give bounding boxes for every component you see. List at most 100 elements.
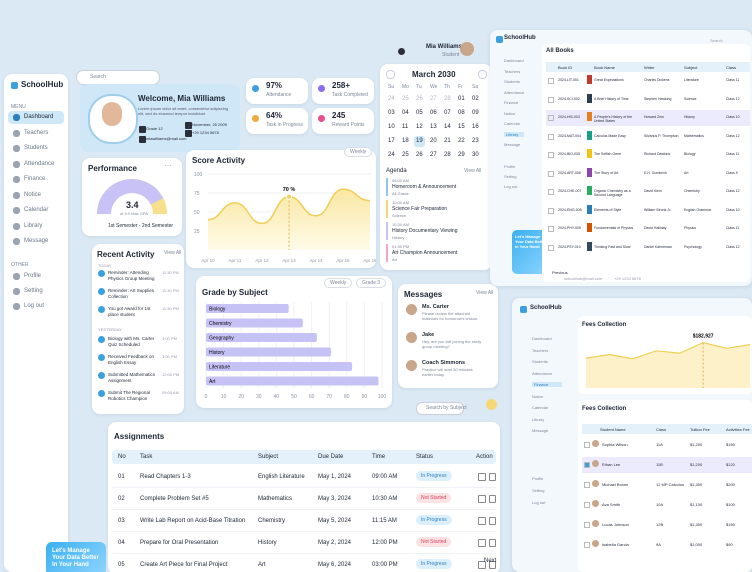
menu-item[interactable]: Calendar: [24, 207, 49, 213]
mini-menu[interactable]: Message: [504, 142, 521, 147]
menu-item[interactable]: Notice: [24, 191, 42, 198]
lib-prev[interactable]: Previous: [552, 270, 568, 275]
checkbox[interactable]: [548, 189, 554, 195]
mini-menu[interactable]: Library: [532, 416, 545, 422]
delete-icon[interactable]: [489, 561, 496, 569]
mini-menu[interactable]: Dashboard: [504, 58, 524, 63]
day[interactable]: 14: [444, 124, 451, 130]
checkbox[interactable]: [584, 482, 590, 488]
day[interactable]: 24: [388, 96, 395, 102]
mini-menu[interactable]: Attendance: [504, 89, 525, 95]
checkbox[interactable]: [548, 170, 554, 177]
recent-link[interactable]: View All: [164, 250, 182, 256]
day[interactable]: 29: [458, 152, 465, 158]
grade-filter[interactable]: Grade 3: [356, 278, 387, 288]
day[interactable]: 10: [388, 124, 395, 130]
day[interactable]: 04: [402, 110, 409, 116]
day[interactable]: 21: [444, 138, 451, 144]
other-item[interactable]: Profile: [24, 273, 42, 279]
prev[interactable]: [386, 70, 395, 79]
mini-other[interactable]: Log out: [532, 500, 546, 505]
day[interactable]: 20: [430, 138, 437, 144]
day[interactable]: 08: [458, 110, 465, 116]
day[interactable]: 27: [430, 96, 437, 102]
checkbox[interactable]: [548, 78, 554, 84]
day[interactable]: 17: [388, 138, 395, 144]
day[interactable]: 24: [388, 152, 395, 158]
day[interactable]: 25: [402, 152, 409, 158]
grade-filter[interactable]: Weekly: [324, 278, 353, 288]
menu-item[interactable]: Finance: [24, 176, 46, 182]
menu-item[interactable]: Library: [24, 222, 43, 229]
day[interactable]: 28: [444, 96, 451, 102]
checkbox[interactable]: [584, 542, 590, 548]
mini-other[interactable]: Profile: [532, 476, 544, 481]
filter-btn[interactable]: [486, 399, 497, 410]
checkbox[interactable]: [548, 96, 554, 103]
day[interactable]: 02: [472, 96, 479, 102]
day[interactable]: 12: [416, 124, 423, 130]
checkbox[interactable]: [584, 442, 590, 448]
day[interactable]: 25: [402, 96, 409, 102]
next-button[interactable]: Next: [484, 558, 497, 564]
checkbox[interactable]: [584, 502, 590, 508]
mini-menu[interactable]: Notice: [504, 110, 516, 116]
mini-other[interactable]: Log out: [504, 184, 518, 189]
mini-menu[interactable]: Notice: [532, 393, 544, 399]
edit-icon[interactable]: [478, 561, 486, 569]
edit-icon[interactable]: [478, 539, 486, 547]
day[interactable]: 28: [444, 152, 451, 158]
delete-icon[interactable]: [489, 539, 496, 547]
mini-menu[interactable]: Attendance: [532, 370, 553, 376]
checkbox[interactable]: [548, 207, 554, 214]
mini-other[interactable]: Setting: [532, 488, 545, 493]
next[interactable]: [478, 70, 487, 79]
edit-icon[interactable]: [478, 517, 486, 525]
day[interactable]: 23: [472, 138, 479, 144]
other-item[interactable]: Setting: [24, 288, 43, 294]
edit-icon[interactable]: [478, 495, 486, 503]
delete-icon[interactable]: [489, 495, 496, 503]
day[interactable]: 07: [444, 110, 451, 116]
menu-item[interactable]: Students: [24, 145, 48, 151]
day[interactable]: 18: [402, 138, 409, 144]
day[interactable]: 09: [472, 110, 479, 116]
mini-menu[interactable]: Students: [504, 79, 520, 84]
menu-item[interactable]: Dashboard: [24, 114, 54, 120]
menu-item[interactable]: Attendance: [24, 160, 55, 167]
day[interactable]: 19: [416, 138, 423, 144]
checkbox[interactable]: [548, 244, 554, 251]
day[interactable]: 03: [388, 110, 395, 116]
menu-item[interactable]: Message: [24, 238, 49, 244]
day[interactable]: 26: [416, 96, 423, 102]
day[interactable]: 16: [472, 124, 479, 130]
mini-other[interactable]: Profile: [504, 164, 516, 169]
mini-menu[interactable]: Students: [532, 359, 548, 364]
agenda-link[interactable]: View All: [464, 168, 482, 174]
messages-link[interactable]: View All: [476, 290, 494, 296]
delete-icon[interactable]: [489, 517, 496, 525]
mini-menu[interactable]: Teachers: [504, 68, 521, 74]
day[interactable]: 06: [430, 110, 437, 116]
mini-menu[interactable]: Finance: [504, 100, 519, 105]
day[interactable]: 13: [430, 124, 437, 130]
search-box[interactable]: [76, 70, 160, 85]
day[interactable]: 01: [458, 96, 465, 102]
menu-item[interactable]: Teachers: [24, 129, 49, 136]
day[interactable]: 11: [402, 124, 409, 130]
day[interactable]: 26: [416, 152, 423, 158]
edit-icon[interactable]: [478, 473, 486, 481]
day[interactable]: 27: [430, 152, 437, 158]
checkbox[interactable]: [548, 226, 554, 232]
delete-icon[interactable]: [489, 473, 496, 481]
day[interactable]: 22: [458, 138, 465, 144]
checkbox[interactable]: [548, 152, 554, 158]
score-period[interactable]: Weekly: [344, 147, 373, 157]
mini-menu[interactable]: Dashboard: [532, 336, 552, 341]
checkbox[interactable]: [584, 462, 590, 468]
mini-menu[interactable]: Library: [504, 131, 525, 137]
day[interactable]: 30: [472, 152, 479, 158]
mini-menu[interactable]: Message: [532, 428, 549, 433]
mini-menu[interactable]: Calendar: [532, 405, 549, 410]
checkbox[interactable]: [584, 522, 590, 528]
